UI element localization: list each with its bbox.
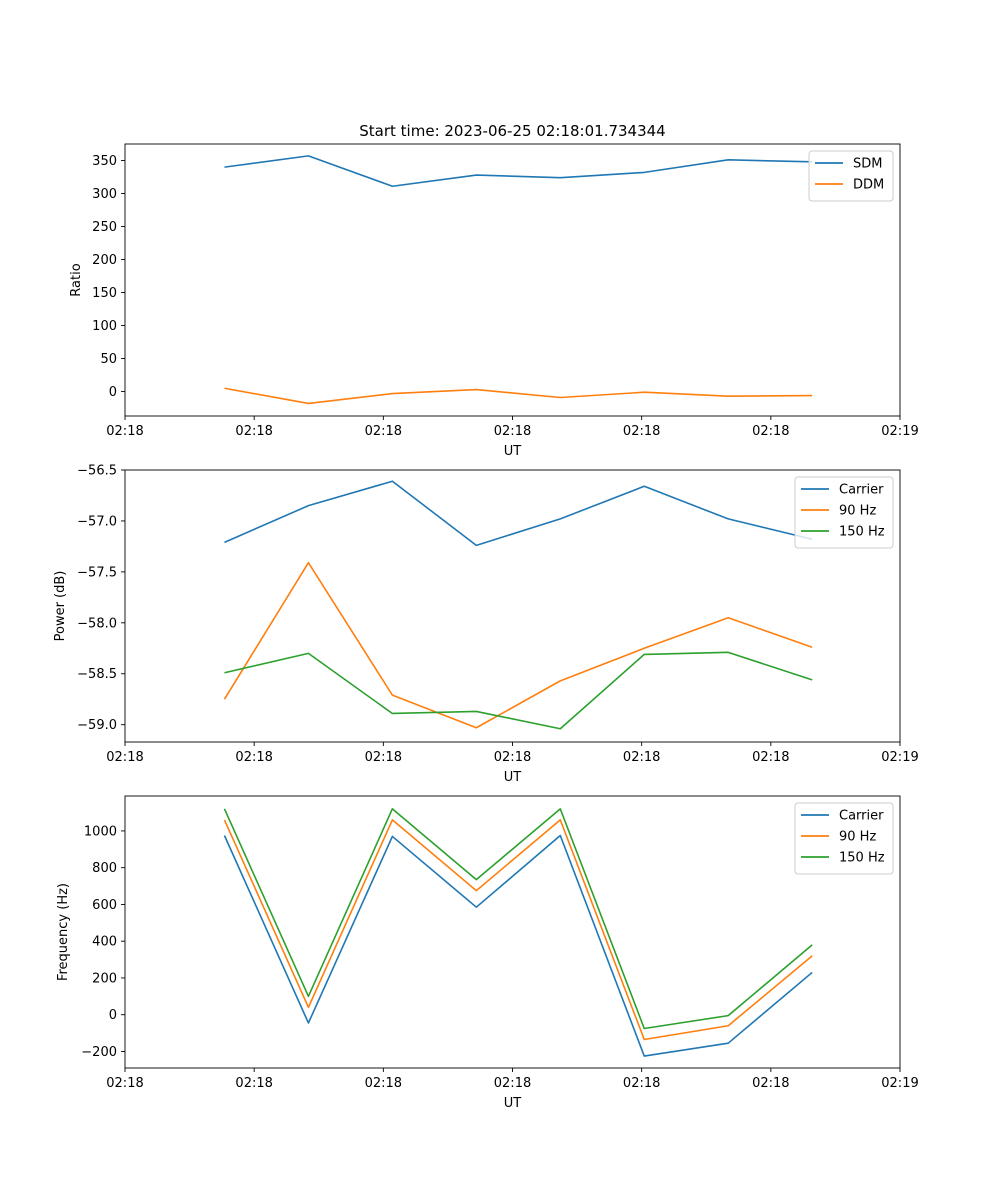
x-tick-label: 02:18 [494,424,531,439]
x-tick-label: 02:18 [494,750,531,765]
y-tick-label: 250 [92,220,117,235]
x-tick-label: 02:18 [752,1076,789,1091]
series-line-150-hz [224,651,813,730]
x-tick-label: 02:18 [365,750,402,765]
series-line-carrier [224,480,813,547]
x-tick-label: 02:18 [106,750,143,765]
y-axis-label: Ratio [69,263,84,296]
x-tick-label: 02:18 [623,424,660,439]
subplot-2: 02:18 02:18 02:18 02:18 02:18 02:18 02:19 −59.0… [53,464,919,786]
y-tick-label: 0 [109,385,117,400]
subplots: 02:18 02:18 02:18 02:18 02:18 02:18 02:19 0 50 10… [53,143,919,1111]
x-tick-label: 02:18 [494,1076,531,1091]
subplot-1: 02:18 02:18 02:18 02:18 02:18 02:18 02:19 0 50 10… [69,143,919,459]
x-tick-label: 02:18 [106,424,143,439]
y-tick-label: 50 [100,352,117,367]
x-tick-label: 02:18 [235,424,272,439]
y-tick-label: 100 [92,319,117,334]
y-tick-label: 0 [109,1008,117,1023]
y-tick-label: 400 [92,935,117,950]
x-tick-label: 02:18 [752,424,789,439]
y-tick-label: 200 [92,253,117,268]
x-tick-label: 02:18 [235,750,272,765]
x-tick-label: 02:18 [106,1076,143,1091]
x-tick-label: 02:18 [365,424,402,439]
x-axis-label: UT [504,770,522,785]
y-tick-label: 150 [92,286,117,301]
series-line-carrier [223,834,813,1057]
x-axis-label: UT [504,444,522,459]
legend: SDM DDM [808,150,894,202]
legend-label: 90 Hz [839,830,876,845]
series-line-150-hz [223,808,813,1030]
x-tick-label: 02:19 [881,424,918,439]
y-tick-label: −57.0 [77,514,117,529]
legend-label: 150 Hz [839,851,885,866]
y-axis-label: Frequency (Hz) [56,883,71,981]
subplot-3: 02:18 02:18 02:18 02:18 02:18 02:18 02:19 −200 0… [56,795,919,1111]
legend: Carrier 90 Hz 150 Hz [794,802,894,875]
x-tick-label: 02:18 [365,1076,402,1091]
legend-label: Carrier [839,483,884,498]
figure-title: Start time: 2023-06-25 02:18:01.734344 [359,122,665,140]
y-axis-label: Power (dB) [53,571,68,642]
series-line-ddm [224,387,813,405]
legend-label: Carrier [839,809,884,824]
y-tick-label: −57.5 [77,565,117,580]
legend-label: DDM [853,178,884,193]
legend-label: 150 Hz [839,525,885,540]
y-tick-label: 350 [92,154,117,169]
y-tick-label: −59.0 [77,718,117,733]
y-tick-label: 1000 [84,824,117,839]
y-tick-label: −200 [81,1045,117,1060]
legend-label: 90 Hz [839,504,876,519]
y-tick-label: 300 [92,187,117,202]
y-tick-label: −58.0 [77,616,117,631]
y-tick-label: 800 [92,861,117,876]
x-tick-label: 02:19 [881,1076,918,1091]
y-tick-label: 200 [92,971,117,986]
x-axis-label: UT [504,1096,522,1111]
series-line-sdm [224,155,813,188]
y-tick-label: −56.5 [77,464,117,479]
x-tick-label: 02:18 [623,1076,660,1091]
legend-label: SDM [853,157,882,172]
series-line-90-hz [223,561,813,729]
series-line-90-hz [223,819,813,1041]
y-tick-label: 600 [92,898,117,913]
x-tick-label: 02:18 [235,1076,272,1091]
y-tick-label: −58.5 [77,667,117,682]
x-tick-label: 02:18 [623,750,660,765]
x-tick-label: 02:18 [752,750,789,765]
legend: Carrier 90 Hz 150 Hz [794,476,894,549]
x-tick-label: 02:19 [881,750,918,765]
